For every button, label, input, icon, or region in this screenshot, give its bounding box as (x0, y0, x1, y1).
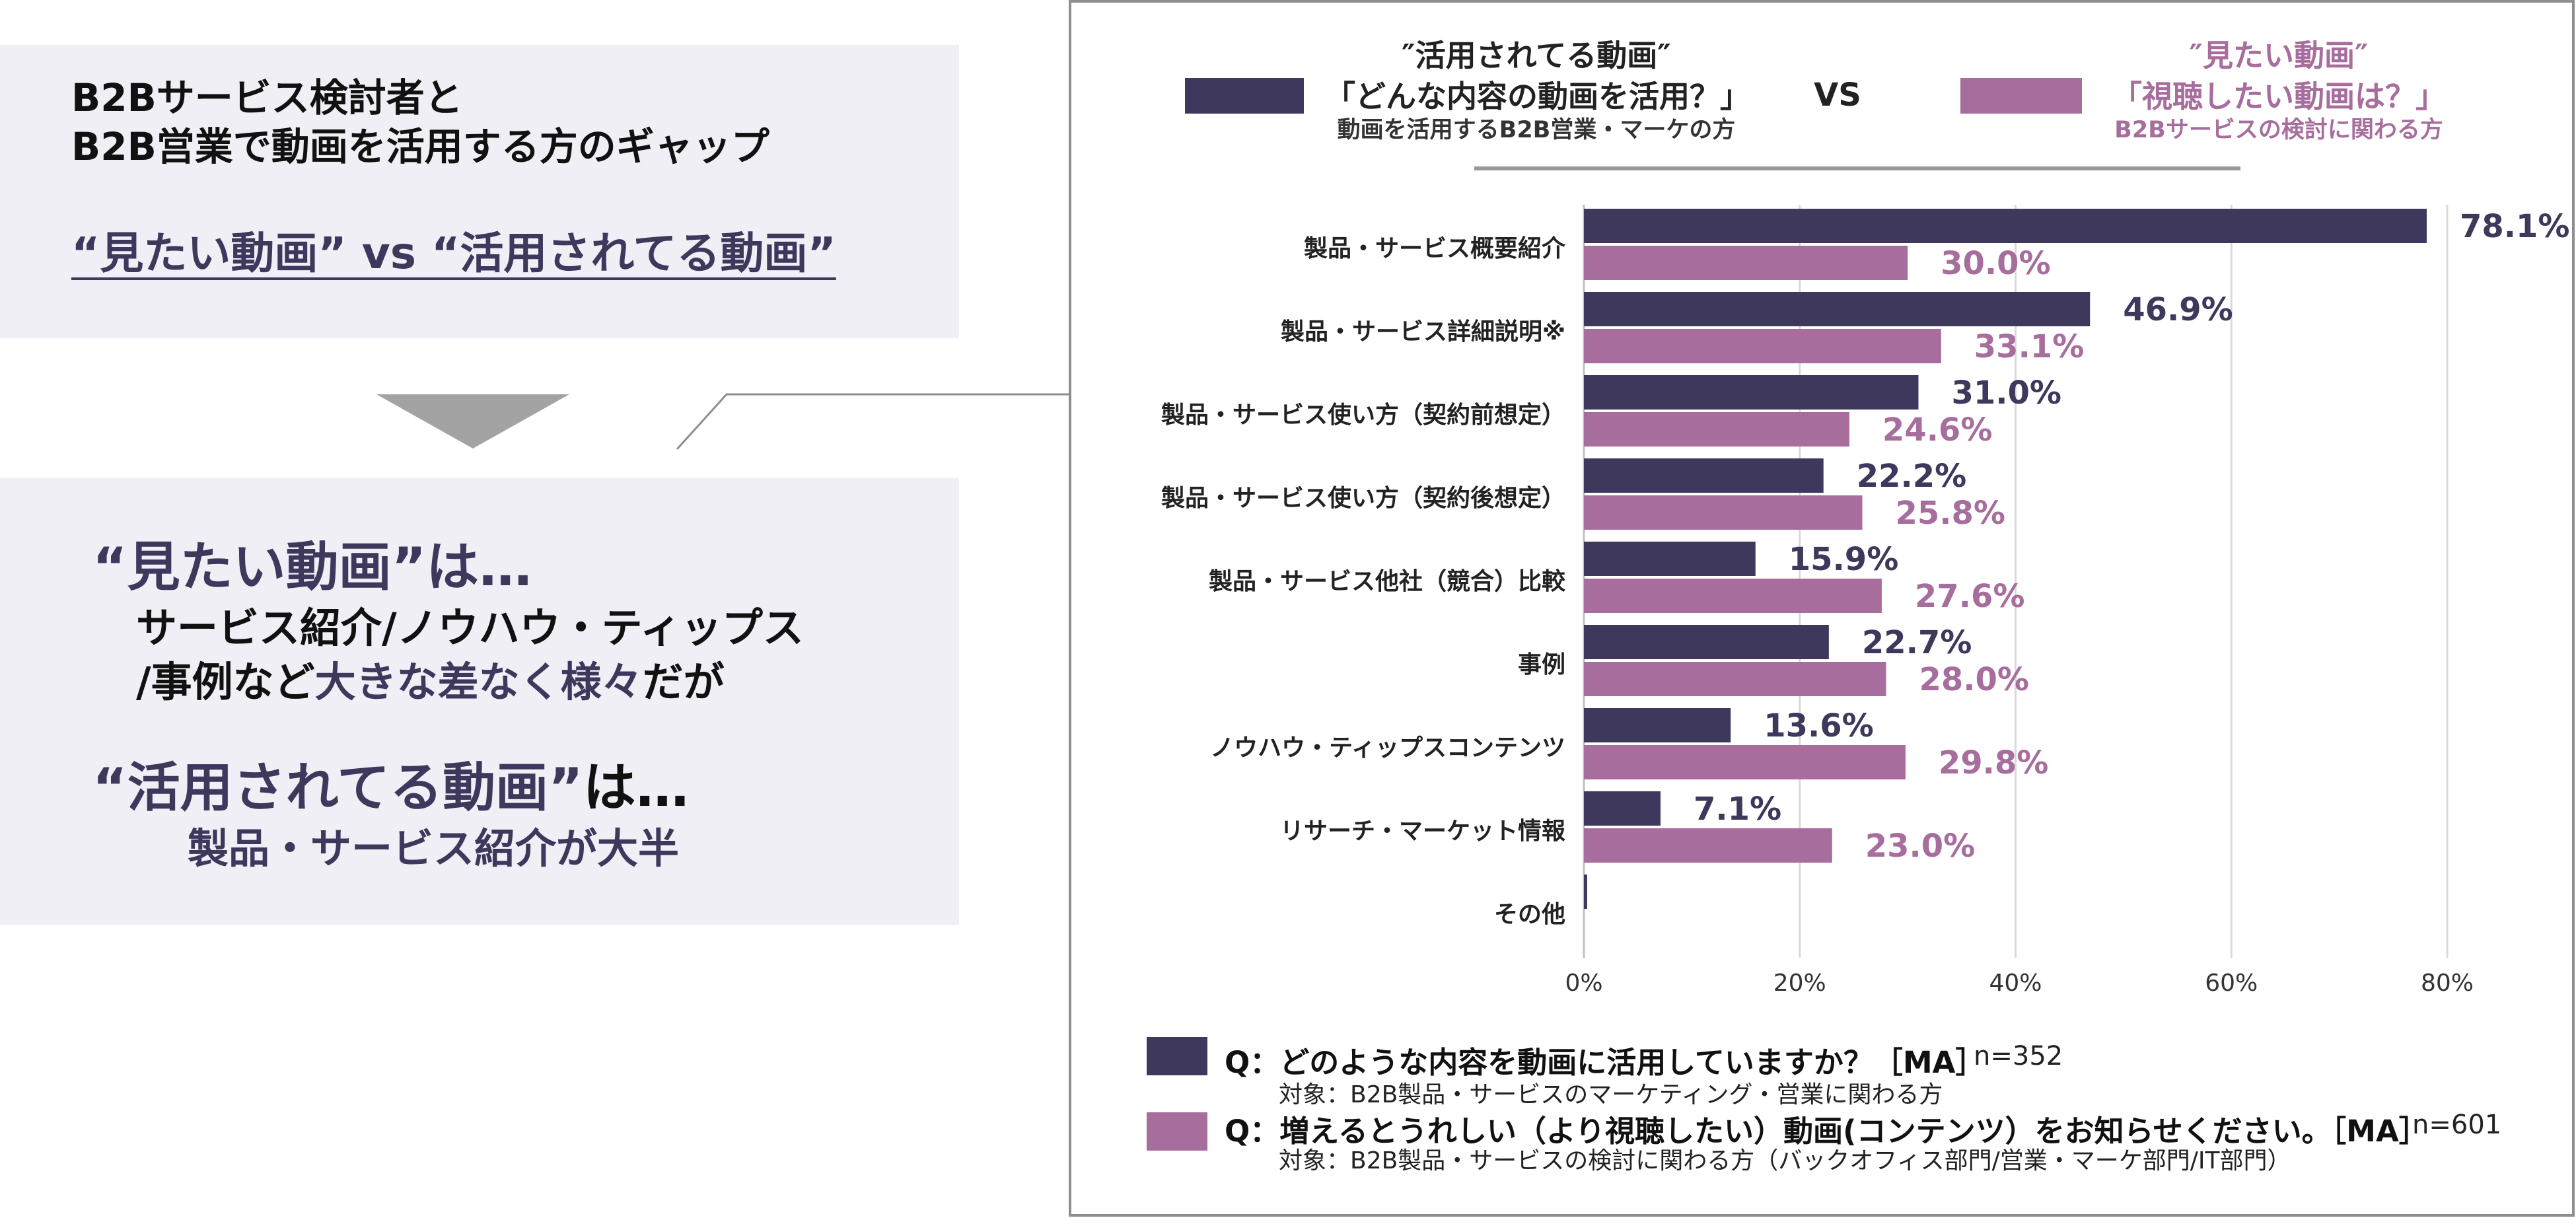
block1-line2-accent: 大きな差なく様々 (314, 658, 643, 706)
category-label: 製品・サービス他社（競合）比較 (1208, 568, 1565, 595)
legend-right-title: ″見たい動画″ (2189, 38, 2369, 73)
bar-used (1584, 375, 1919, 410)
block2-title-main: “活用されてる動画” (92, 757, 583, 818)
category-label: 事例 (1517, 651, 1565, 678)
q2-sub: 対象：B2B製品・サービスの検討に関わる方（バックオフィス部門/営業・マーケ部門… (1279, 1147, 2291, 1174)
x-tick-label: 20% (1773, 970, 1826, 997)
data-label: 15.9% (1789, 541, 1899, 578)
q2-swatch (1147, 1112, 1207, 1151)
data-label: 7.1% (1694, 791, 1781, 828)
arrow-down-icon (376, 394, 569, 448)
bar-used (1584, 625, 1829, 659)
data-label: 28.0% (1919, 661, 2029, 698)
data-label: 22.7% (1862, 624, 1972, 661)
summary-panel-bottom: “見たい動画”は… サービス紹介/ノウハウ・ティップス /事例など大きな差なく様… (0, 478, 959, 925)
bar-used (1584, 292, 2091, 326)
data-label: 46.9% (2123, 291, 2233, 328)
x-tick-label: 0% (1565, 970, 1602, 997)
legend-left-sub: 動画を活用するB2B営業・マーケの方 (1337, 117, 1736, 143)
category-label: 製品・サービス詳細説明※ (1281, 318, 1565, 345)
highlight-title: “見たい動画” vs “活用されてる動画” (71, 228, 836, 279)
summary-panel-top: B2Bサービス検討者と B2B営業で動画を活用する方のギャップ “見たい動画” … (0, 45, 959, 338)
legend-divider (1474, 166, 2240, 170)
category-label: ノウハウ・ティップスコンテンツ (1210, 734, 1565, 762)
data-label: 78.1% (2460, 208, 2570, 245)
category-label: 製品・サービス使い方（契約前想定） (1161, 402, 1565, 429)
data-label: 27.6% (1915, 578, 2025, 615)
x-tick-label: 80% (2421, 970, 2474, 997)
bar-used (1584, 875, 1587, 909)
bar-used (1584, 209, 2427, 243)
x-tick-label: 60% (2205, 970, 2258, 997)
x-tick-label: 40% (1989, 970, 2042, 997)
block1-line2-c: だが (642, 658, 725, 706)
data-label: 24.6% (1882, 412, 1993, 448)
block2-line1: 製品・サービス紹介が大半 (188, 824, 680, 873)
chart-frame: ″活用されてる動画″ 「どんな内容の動画を活用？」 動画を活用するB2B営業・マ… (1069, 0, 2575, 1217)
data-label: 29.8% (1939, 744, 2049, 781)
bar-wanted (1584, 495, 1863, 530)
q1-text: Q：どのような内容を動画に活用していますか？［MA］ (1225, 1045, 1986, 1080)
legend-swatch-pink (1960, 78, 2082, 114)
data-label: 31.0% (1951, 375, 2061, 412)
category-label: 製品・サービス概要紹介 (1303, 235, 1565, 262)
data-label: 25.8% (1896, 495, 2006, 532)
q2-n: n=601 (2412, 1110, 2502, 1140)
bar-wanted (1584, 662, 1886, 696)
header-line-2: B2B営業で動画を活用する方のギャップ (71, 124, 769, 169)
legend-vs: VS (1814, 77, 1861, 114)
bar-used (1584, 542, 1756, 576)
legend-left-title: ″活用されてる動画″ (1402, 38, 1671, 73)
legend-right-question: 「視聴したい動画は？」 (2112, 79, 2446, 114)
block1-title-main: “見たい動画” (92, 536, 427, 598)
legend-right-sub: B2Bサービスの検討に関わる方 (2114, 117, 2443, 143)
bar-chart: 0% 20% 40% 60% 80% 78.1% 46.9% 31.0% 22.2% 15.9% 2… (1565, 205, 2570, 997)
q1-swatch (1147, 1037, 1207, 1075)
legend-left-question: 「どんな内容の動画を活用？」 (1325, 79, 1750, 114)
bar-wanted (1584, 828, 1832, 863)
category-label: その他 (1493, 901, 1565, 928)
data-label: 30.0% (1941, 245, 2051, 282)
block2-title-suffix: は… (583, 757, 689, 818)
header-line-1: B2Bサービス検討者と (71, 75, 463, 120)
bar-wanted (1584, 745, 1906, 779)
block1-line2-a: /事例など (136, 658, 315, 706)
category-label: リサーチ・マーケット情報 (1279, 818, 1565, 845)
q1-n: n=352 (1974, 1041, 2063, 1071)
data-label: 13.6% (1764, 707, 1874, 744)
block1-line2: /事例など大きな差なく様々だが (136, 649, 725, 708)
category-label: 製品・サービス使い方（契約後想定） (1161, 485, 1565, 512)
block1-title-suffix: は… (426, 536, 532, 598)
bar-wanted (1584, 329, 1941, 363)
data-label: 22.2% (1857, 458, 1967, 495)
block1-line1: サービス紹介/ノウハウ・ティップス (136, 604, 804, 652)
bar-wanted (1584, 246, 1908, 280)
data-label: 33.1% (1974, 328, 2085, 365)
q2-text: Q：増えるとうれしい（より視聴したい）動画(コンテンツ）をお知らせください。［M… (1225, 1114, 2429, 1149)
connector-line (676, 393, 1070, 450)
data-label: 23.0% (1865, 828, 1976, 865)
legend-swatch-dark (1185, 78, 1304, 114)
bar-used (1584, 791, 1661, 826)
bar-wanted (1584, 412, 1849, 447)
bar-used (1584, 458, 1824, 493)
q1-sub: 対象：B2B製品・サービスのマーケティング・営業に関わる方 (1279, 1081, 1943, 1108)
block2-title: “活用されてる動画”は… (92, 745, 689, 822)
block1-title: “見たい動画”は… (92, 524, 532, 601)
bar-wanted (1584, 579, 1882, 613)
bar-used (1584, 708, 1731, 742)
